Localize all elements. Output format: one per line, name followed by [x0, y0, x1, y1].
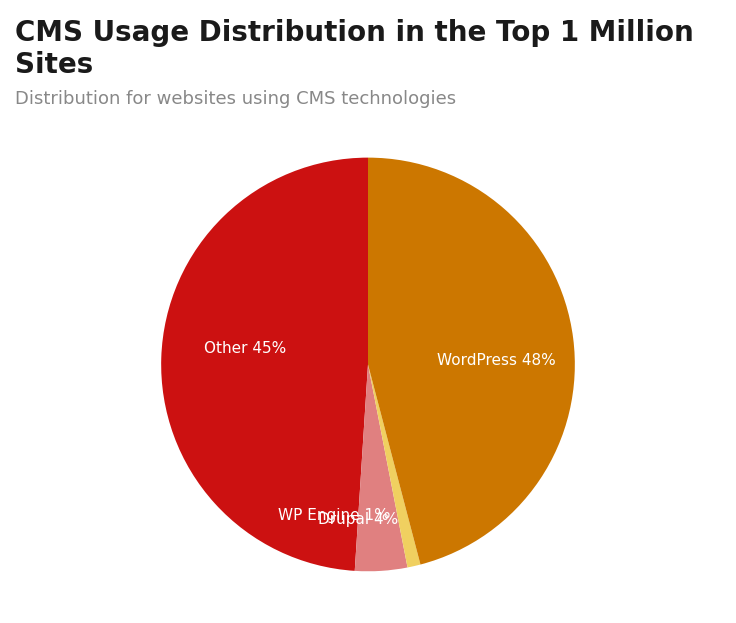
- Wedge shape: [368, 158, 575, 564]
- Wedge shape: [368, 364, 420, 568]
- Text: WordPress 48%: WordPress 48%: [436, 353, 556, 368]
- Text: Distribution for websites using CMS technologies: Distribution for websites using CMS tech…: [15, 90, 456, 108]
- Text: WP Engine 1%: WP Engine 1%: [278, 508, 389, 523]
- Text: Drupal 4%: Drupal 4%: [318, 511, 398, 527]
- Wedge shape: [161, 158, 368, 571]
- Wedge shape: [355, 364, 408, 571]
- Text: Other 45%: Other 45%: [204, 341, 286, 356]
- Text: CMS Usage Distribution in the Top 1 Million Sites: CMS Usage Distribution in the Top 1 Mill…: [15, 19, 693, 79]
